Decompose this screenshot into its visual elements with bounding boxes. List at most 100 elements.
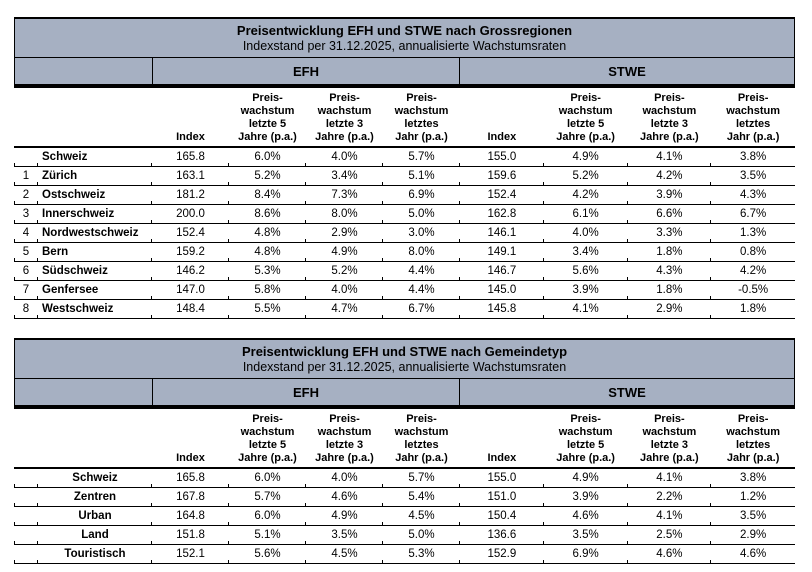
value-efh-3: 5.3% bbox=[383, 545, 460, 563]
value-stwe-2: 2.5% bbox=[628, 526, 712, 544]
value-efh-3: 4.4% bbox=[383, 281, 460, 299]
col-header-efh-2: Preis- wachstum letzte 3 Jahre (p.a.) bbox=[315, 413, 374, 464]
value-stwe-0: 149.1 bbox=[460, 243, 544, 261]
value-efh-0: 159.2 bbox=[152, 243, 229, 261]
table-row: Schweiz 165.8 6.0% 4.0% 5.7% 155.0 4.9% 4.1% 3.8… bbox=[14, 469, 795, 488]
title-band: Preisentwicklung EFH und STWE nach Gross… bbox=[15, 19, 794, 58]
table-header-band: Preisentwicklung EFH und STWE nach Gross… bbox=[14, 17, 795, 85]
row-label: Westschweiz bbox=[38, 300, 152, 318]
row-number bbox=[14, 148, 38, 166]
value-efh-3: 4.5% bbox=[383, 507, 460, 525]
col-header-stwe-0: Index bbox=[487, 452, 517, 464]
value-stwe-1: 4.9% bbox=[544, 148, 628, 166]
value-stwe-0: 146.7 bbox=[460, 262, 544, 280]
value-stwe-2: 2.9% bbox=[628, 300, 712, 318]
value-stwe-0: 155.0 bbox=[460, 469, 544, 487]
value-stwe-0: 152.4 bbox=[460, 186, 544, 204]
value-stwe-2: 4.6% bbox=[628, 545, 712, 563]
table-row: Land 151.8 5.1% 3.5% 5.0% 136.6 3.5% 2.5% 2.9% bbox=[14, 526, 795, 545]
group-header-efh: EFH bbox=[153, 58, 460, 84]
value-stwe-3: 4.2% bbox=[740, 264, 767, 277]
table-title: Preisentwicklung EFH und STWE nach Gemei… bbox=[241, 344, 568, 359]
row-number: 5 bbox=[14, 243, 38, 261]
value-efh-2: 4.0% bbox=[306, 281, 383, 299]
value-stwe-0: 155.0 bbox=[460, 148, 544, 166]
col-header-stwe-1: Preis- wachstum letzte 5 Jahre (p.a.) bbox=[556, 413, 615, 464]
value-efh-1: 4.8% bbox=[229, 224, 306, 242]
col-header-efh-1: Preis- wachstum letzte 5 Jahre (p.a.) bbox=[238, 413, 297, 464]
value-efh-3: 5.7% bbox=[383, 469, 460, 487]
value-stwe-3: 1.3% bbox=[740, 226, 767, 239]
value-efh-2: 4.7% bbox=[306, 300, 383, 318]
row-label: Schweiz bbox=[38, 148, 152, 166]
value-efh-3: 6.7% bbox=[383, 300, 460, 318]
value-efh-2: 3.4% bbox=[306, 167, 383, 185]
value-stwe-0: 145.8 bbox=[460, 300, 544, 318]
value-efh-3: 3.0% bbox=[383, 224, 460, 242]
value-stwe-2: 4.2% bbox=[628, 167, 712, 185]
value-stwe-1: 6.9% bbox=[544, 545, 628, 563]
row-label: Innerschweiz bbox=[38, 205, 152, 223]
row-label: Urban bbox=[38, 507, 152, 525]
col-header-efh-2: Preis- wachstum letzte 3 Jahre (p.a.) bbox=[315, 92, 374, 143]
table-row: Touristisch 152.1 5.6% 4.5% 5.3% 152.9 6.9% 4.6… bbox=[14, 545, 795, 564]
value-stwe-0: 145.0 bbox=[460, 281, 544, 299]
group-header-stwe: STWE bbox=[608, 384, 646, 400]
value-stwe-1: 4.2% bbox=[544, 186, 628, 204]
table-rows: Schweiz 165.8 6.0% 4.0% 5.7% 155.0 4.9% 4.1% 3.8… bbox=[14, 148, 795, 319]
table-row: Zentren 167.8 5.7% 4.6% 5.4% 151.0 3.9% 2.2% 1.2… bbox=[14, 488, 795, 507]
row-number: 4 bbox=[14, 224, 38, 242]
value-stwe-2: 1.8% bbox=[628, 281, 712, 299]
value-stwe-3: -0.5% bbox=[738, 283, 769, 296]
value-stwe-1: 3.4% bbox=[544, 243, 628, 261]
table-subtitle: Indexstand per 31.12.2025, annualisierte… bbox=[242, 360, 567, 374]
value-efh-2: 3.5% bbox=[306, 526, 383, 544]
row-label: Genfersee bbox=[38, 281, 152, 299]
row-label: Zentren bbox=[38, 488, 152, 506]
value-stwe-3: 3.8% bbox=[740, 150, 767, 163]
group-header-row: EFH STWE bbox=[15, 379, 794, 405]
value-stwe-2: 3.9% bbox=[628, 186, 712, 204]
value-efh-1: 5.7% bbox=[229, 488, 306, 506]
row-label: Land bbox=[38, 526, 152, 544]
table-row: Schweiz 165.8 6.0% 4.0% 5.7% 155.0 4.9% 4.1% 3.8… bbox=[14, 148, 795, 167]
value-efh-0: 200.0 bbox=[152, 205, 229, 223]
value-efh-2: 7.3% bbox=[306, 186, 383, 204]
value-efh-0: 165.8 bbox=[152, 469, 229, 487]
table-row: 8 Westschweiz 148.4 5.5% 4.7% 6.7% 145.8 4.1% 2.… bbox=[14, 300, 795, 319]
value-efh-1: 5.8% bbox=[229, 281, 306, 299]
value-stwe-3: 4.3% bbox=[740, 188, 767, 201]
value-stwe-1: 4.9% bbox=[544, 469, 628, 487]
value-efh-0: 147.0 bbox=[152, 281, 229, 299]
value-stwe-0: 146.1 bbox=[460, 224, 544, 242]
value-stwe-3: 3.8% bbox=[740, 471, 767, 484]
row-number bbox=[14, 488, 38, 506]
value-stwe-2: 1.8% bbox=[628, 243, 712, 261]
value-stwe-1: 3.5% bbox=[544, 526, 628, 544]
value-efh-1: 5.2% bbox=[229, 167, 306, 185]
table-row: 4 Nordwestschweiz 152.4 4.8% 2.9% 3.0% 146.1 4.… bbox=[14, 224, 795, 243]
value-efh-3: 5.4% bbox=[383, 488, 460, 506]
col-header-efh-0: Index bbox=[176, 452, 205, 464]
value-efh-3: 6.9% bbox=[383, 186, 460, 204]
col-header-efh-3: Preis- wachstum letztes Jahr (p.a.) bbox=[394, 92, 449, 143]
value-efh-2: 4.0% bbox=[306, 148, 383, 166]
value-efh-0: 146.2 bbox=[152, 262, 229, 280]
col-header-stwe-3: Preis- wachstum letztes Jahr (p.a.) bbox=[726, 92, 781, 143]
value-efh-3: 5.1% bbox=[383, 167, 460, 185]
table-subtitle: Indexstand per 31.12.2025, annualisierte… bbox=[242, 39, 567, 53]
value-stwe-1: 5.2% bbox=[544, 167, 628, 185]
value-efh-2: 4.0% bbox=[306, 469, 383, 487]
value-efh-1: 5.5% bbox=[229, 300, 306, 318]
table-grossregionen: Preisentwicklung EFH und STWE nach Gross… bbox=[14, 17, 795, 319]
row-number: 8 bbox=[14, 300, 38, 318]
value-stwe-3: 0.8% bbox=[740, 245, 767, 258]
value-stwe-2: 4.1% bbox=[628, 507, 712, 525]
row-label: Südschweiz bbox=[38, 262, 152, 280]
table-row: 6 Südschweiz 146.2 5.3% 5.2% 4.4% 146.7 5.6% 4.3… bbox=[14, 262, 795, 281]
row-number: 1 bbox=[14, 167, 38, 185]
value-efh-0: 148.4 bbox=[152, 300, 229, 318]
row-number bbox=[14, 507, 38, 525]
value-stwe-0: 151.0 bbox=[460, 488, 544, 506]
row-number: 3 bbox=[14, 205, 38, 223]
